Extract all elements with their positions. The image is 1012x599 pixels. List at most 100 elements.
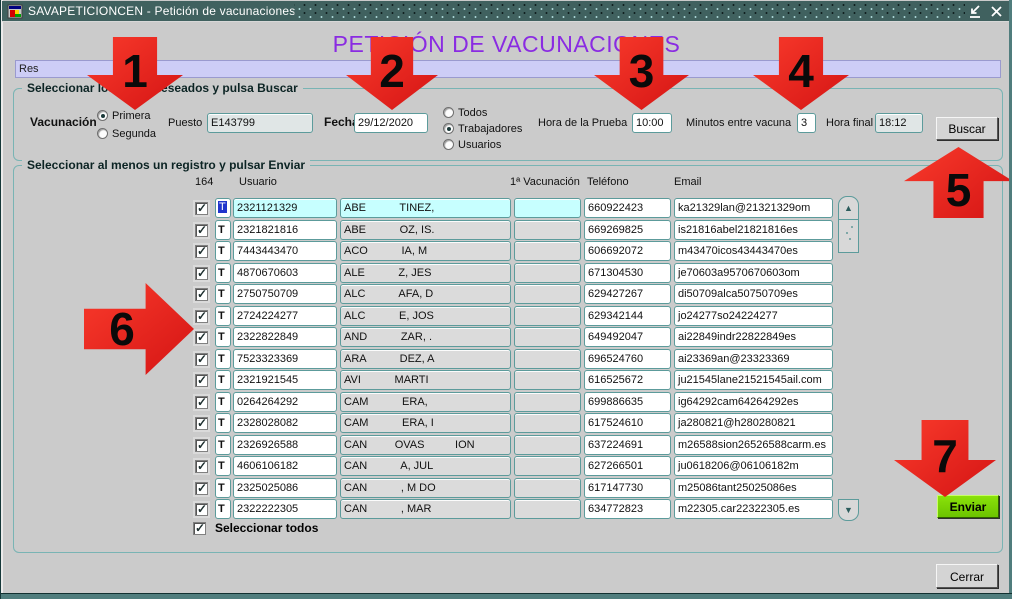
- row-vacunacion-field[interactable]: [514, 370, 581, 390]
- row-checkbox[interactable]: [195, 438, 208, 452]
- row-telefono-field[interactable]: 634772823: [584, 499, 671, 519]
- row-email-field[interactable]: ai23369an@23323369: [674, 348, 833, 369]
- row-telefono-field[interactable]: 669269825: [584, 219, 671, 240]
- row-vacunacion-field[interactable]: [514, 219, 581, 240]
- row-nombre-field[interactable]: ALC E, JOS: [340, 305, 511, 326]
- row-tipo-field[interactable]: T: [215, 434, 231, 455]
- restore-icon[interactable]: [968, 4, 982, 19]
- radio-trabajadores-icon[interactable]: [443, 123, 454, 134]
- minutos-field[interactable]: 3: [797, 113, 816, 133]
- row-tipo-field[interactable]: T: [215, 370, 231, 390]
- row-tipo-field[interactable]: T: [215, 477, 231, 498]
- row-telefono-field[interactable]: 696524760: [584, 348, 671, 369]
- row-email-field[interactable]: ju21545lane21521545ail.com: [674, 370, 833, 390]
- row-vacunacion-field[interactable]: [514, 391, 581, 412]
- row-usuario-field[interactable]: 2326926588: [233, 434, 337, 455]
- row-tipo-field[interactable]: T: [215, 391, 231, 412]
- row-telefono-field[interactable]: 606692072: [584, 241, 671, 261]
- title-bar[interactable]: SAVAPETICIONCEN - Petición de vacunacion…: [2, 1, 1011, 22]
- cerrar-button[interactable]: Cerrar: [936, 564, 998, 588]
- row-usuario-field[interactable]: 2321121329: [233, 198, 337, 218]
- row-checkbox[interactable]: [195, 352, 208, 366]
- scrollbar-up-button[interactable]: ▲: [838, 196, 859, 220]
- message-bar[interactable]: Res: [15, 60, 1001, 78]
- row-nombre-field[interactable]: ACO IA, M: [340, 241, 511, 261]
- row-tipo-field[interactable]: T: [215, 284, 231, 304]
- row-email-field[interactable]: is21816abel21821816es: [674, 219, 833, 240]
- close-icon[interactable]: [990, 5, 1003, 18]
- hora-final-field[interactable]: 18:12: [875, 113, 923, 133]
- select-all-checkbox[interactable]: [193, 521, 206, 535]
- row-email-field[interactable]: ka21329lan@21321329om: [674, 198, 833, 218]
- row-nombre-field[interactable]: CAM ERA, I: [340, 413, 511, 433]
- row-usuario-field[interactable]: 4870670603: [233, 262, 337, 283]
- row-vacunacion-field[interactable]: [514, 456, 581, 476]
- row-tipo-field[interactable]: T: [215, 198, 231, 218]
- row-usuario-field[interactable]: 0264264292: [233, 391, 337, 412]
- row-email-field[interactable]: ig64292cam64264292es: [674, 391, 833, 412]
- row-nombre-field[interactable]: AVI MARTI: [340, 370, 511, 390]
- row-vacunacion-field[interactable]: [514, 499, 581, 519]
- row-nombre-field[interactable]: ALE Z, JES: [340, 262, 511, 283]
- radio-segunda[interactable]: Segunda: [97, 127, 156, 140]
- enviar-button[interactable]: Enviar: [937, 495, 999, 518]
- row-telefono-field[interactable]: 627266501: [584, 456, 671, 476]
- row-nombre-field[interactable]: AND ZAR, .: [340, 327, 511, 347]
- row-nombre-field[interactable]: CAN , M DO: [340, 477, 511, 498]
- row-email-field[interactable]: ju0618206@06106182m: [674, 456, 833, 476]
- row-email-field[interactable]: jo24277so24224277: [674, 305, 833, 326]
- row-telefono-field[interactable]: 671304530: [584, 262, 671, 283]
- row-vacunacion-field[interactable]: [514, 434, 581, 455]
- row-email-field[interactable]: m22305.car22322305.es: [674, 499, 833, 519]
- row-checkbox[interactable]: [195, 481, 208, 495]
- row-usuario-field[interactable]: 2724224277: [233, 305, 337, 326]
- buscar-button[interactable]: Buscar: [936, 117, 998, 140]
- radio-todos-icon[interactable]: [443, 107, 454, 118]
- radio-primera-icon[interactable]: [97, 110, 108, 121]
- row-vacunacion-field[interactable]: [514, 198, 581, 218]
- row-vacunacion-field[interactable]: [514, 305, 581, 326]
- row-usuario-field[interactable]: 2750750709: [233, 284, 337, 304]
- row-nombre-field[interactable]: CAN , MAR: [340, 499, 511, 519]
- row-tipo-field[interactable]: T: [215, 241, 231, 261]
- row-vacunacion-field[interactable]: [514, 413, 581, 433]
- row-checkbox[interactable]: [195, 459, 208, 473]
- row-telefono-field[interactable]: 660922423: [584, 198, 671, 218]
- row-nombre-field[interactable]: ARA DEZ, A: [340, 348, 511, 369]
- row-tipo-field[interactable]: T: [215, 413, 231, 433]
- radio-segunda-icon[interactable]: [97, 128, 108, 139]
- row-telefono-field[interactable]: 699886635: [584, 391, 671, 412]
- row-telefono-field[interactable]: 617147730: [584, 477, 671, 498]
- row-checkbox[interactable]: [195, 287, 208, 301]
- row-usuario-field[interactable]: 2321821816: [233, 219, 337, 240]
- row-email-field[interactable]: ai22849indr22822849es: [674, 327, 833, 347]
- row-usuario-field[interactable]: 2325025086: [233, 477, 337, 498]
- radio-primera[interactable]: Primera: [97, 109, 151, 122]
- row-tipo-field[interactable]: T: [215, 348, 231, 369]
- row-usuario-field[interactable]: 2328028082: [233, 413, 337, 433]
- row-usuario-field[interactable]: 4606106182: [233, 456, 337, 476]
- puesto-field[interactable]: E143799: [207, 113, 313, 133]
- row-usuario-field[interactable]: 2321921545: [233, 370, 337, 390]
- radio-todos[interactable]: Todos: [443, 106, 487, 119]
- row-vacunacion-field[interactable]: [514, 262, 581, 283]
- row-tipo-field[interactable]: T: [215, 499, 231, 519]
- row-nombre-field[interactable]: ALC AFA, D: [340, 284, 511, 304]
- row-email-field[interactable]: je70603a9570670603om: [674, 262, 833, 283]
- row-checkbox[interactable]: [195, 330, 208, 344]
- row-nombre-field[interactable]: ABE OZ, IS.: [340, 219, 511, 240]
- row-tipo-field[interactable]: T: [215, 305, 231, 326]
- row-checkbox[interactable]: [195, 201, 208, 215]
- scrollbar-thumb[interactable]: [838, 220, 859, 253]
- radio-usuarios-icon[interactable]: [443, 139, 454, 150]
- row-telefono-field[interactable]: 629427267: [584, 284, 671, 304]
- row-checkbox[interactable]: [195, 502, 208, 516]
- scrollbar-down-button[interactable]: ▼: [838, 499, 859, 521]
- row-nombre-field[interactable]: ABE TINEZ,: [340, 198, 511, 218]
- row-email-field[interactable]: m25086tant25025086es: [674, 477, 833, 498]
- row-email-field[interactable]: m43470icos43443470es: [674, 241, 833, 261]
- row-telefono-field[interactable]: 637224691: [584, 434, 671, 455]
- radio-trabajadores[interactable]: Trabajadores: [443, 122, 522, 135]
- row-checkbox[interactable]: [195, 416, 208, 430]
- row-vacunacion-field[interactable]: [514, 241, 581, 261]
